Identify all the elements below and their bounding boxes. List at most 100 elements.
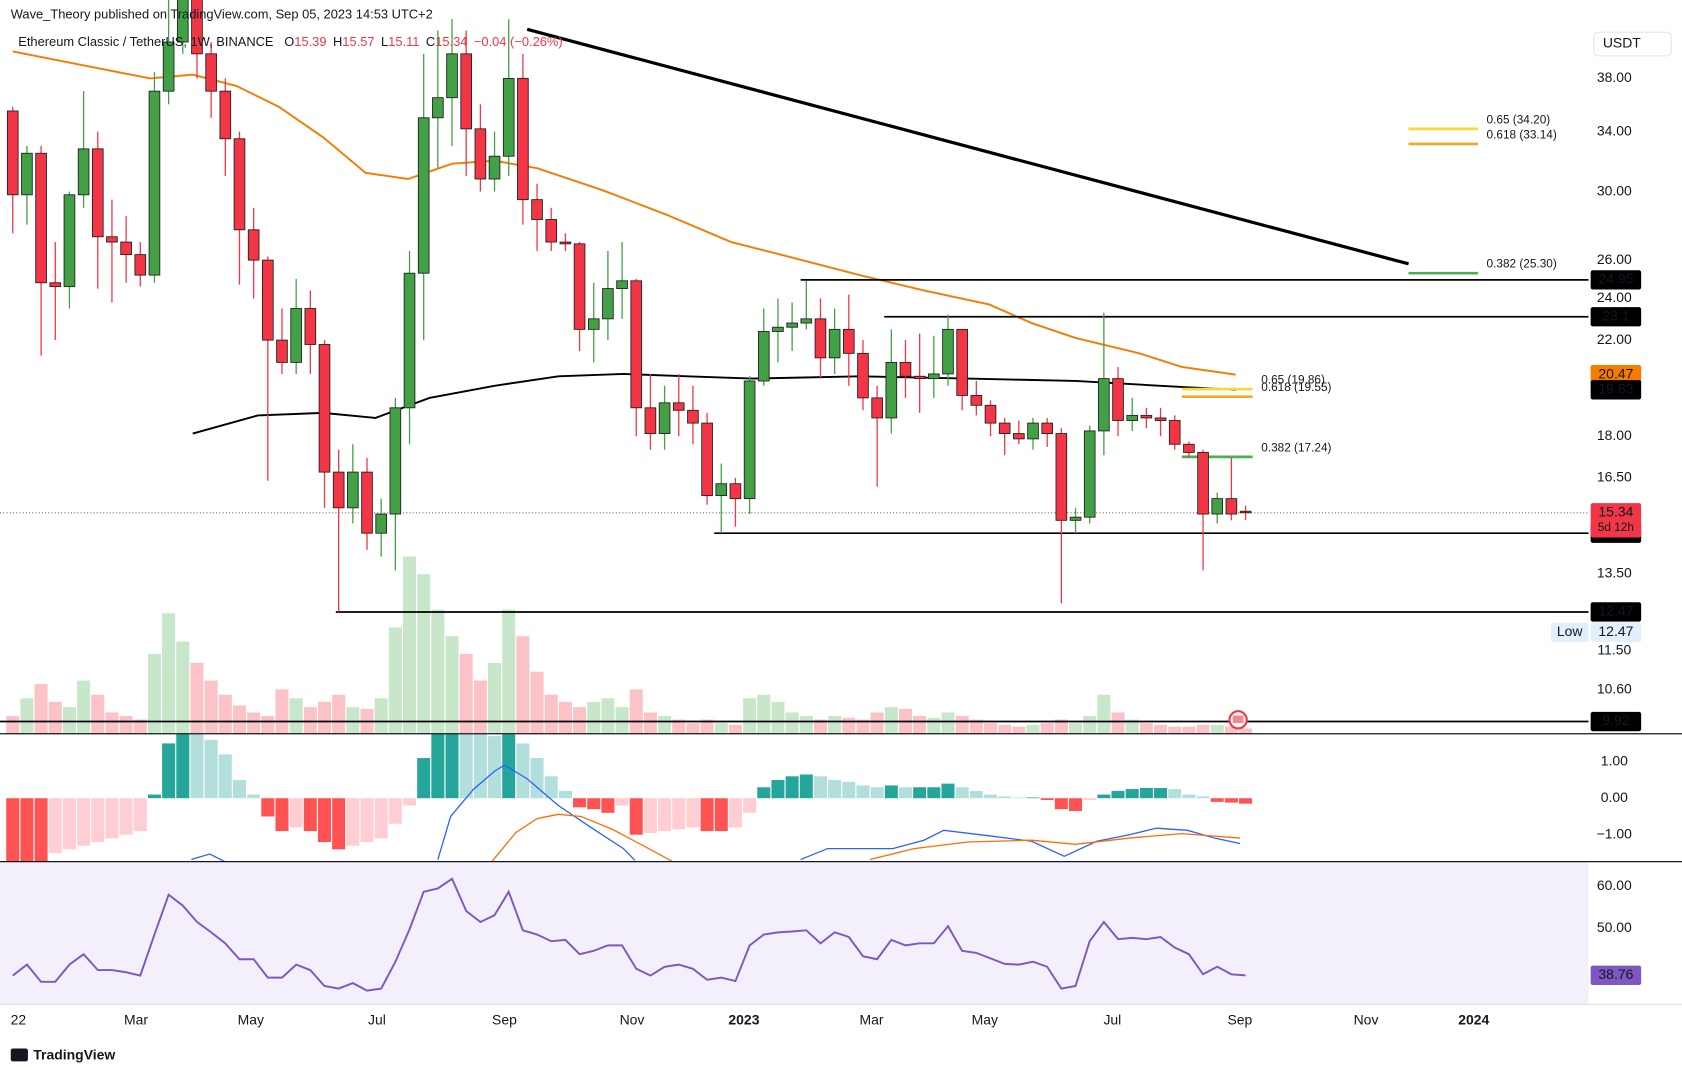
macd-pane — [6, 733, 1253, 862]
volume-bar — [771, 701, 785, 734]
x-tick-label: May — [238, 1011, 264, 1027]
volume-bar — [700, 719, 714, 734]
macd-bar — [1154, 787, 1168, 799]
x-tick-label: Nov — [620, 1011, 645, 1027]
level-label: 23.1 — [1602, 307, 1629, 323]
candle-body — [928, 373, 940, 380]
level-label: 9.92 — [1602, 712, 1629, 728]
volume-bar — [1139, 723, 1153, 734]
macd-bar — [1210, 798, 1224, 802]
candle-body — [191, 0, 203, 55]
candle-body — [1013, 433, 1025, 440]
legend-value: 15.57 — [342, 34, 374, 49]
candle-body — [205, 53, 217, 92]
volume-bar — [218, 694, 232, 734]
y-tick-label: 60.00 — [1597, 877, 1632, 893]
macd-bar — [998, 796, 1012, 799]
candle-body — [361, 471, 373, 534]
macd-bar — [913, 787, 927, 799]
macd-bar — [1069, 798, 1083, 811]
volume-bar — [34, 684, 48, 734]
candle-body — [843, 328, 855, 354]
macd-bar — [1097, 794, 1111, 799]
moving-average — [12, 50, 1236, 376]
y-tick-label: 22.00 — [1597, 331, 1632, 347]
ma-label-box — [1590, 380, 1642, 400]
x-tick-label: 22 — [11, 1011, 27, 1027]
candle-body — [375, 513, 387, 534]
volume-bar — [502, 609, 516, 734]
candle-body — [814, 318, 827, 359]
candle-body — [403, 272, 416, 409]
candle-body — [1183, 443, 1195, 453]
x-tick-label: 2023 — [728, 1011, 759, 1027]
macd-bar — [502, 734, 516, 799]
candle-body — [1239, 510, 1252, 514]
volume-bar — [1097, 694, 1111, 734]
macd-bar — [332, 798, 346, 850]
volume-bar — [969, 719, 983, 734]
currency[interactable]: USDT — [1603, 35, 1641, 51]
macd-bar — [714, 798, 728, 832]
ma-label: 19.83 — [1598, 381, 1633, 397]
last-price-label: 15.34 — [1598, 503, 1633, 519]
macd-bar — [317, 798, 332, 843]
macd-bar — [658, 798, 672, 832]
volume-bar — [459, 653, 473, 734]
volume-bar — [686, 723, 700, 734]
volume-bar — [658, 716, 672, 734]
volume-bar — [927, 717, 941, 734]
volume-bar — [1012, 726, 1026, 734]
footer-logo: TradingView — [10, 1047, 115, 1063]
candle-body — [233, 138, 246, 231]
candle-body — [1069, 516, 1082, 521]
x-tick-label: Nov — [1354, 1011, 1379, 1027]
candle-body — [517, 77, 529, 201]
volume-bar — [1168, 726, 1182, 734]
macd-bar — [1040, 798, 1054, 801]
legend-value: 15.39 — [294, 34, 326, 49]
volume-bar — [374, 698, 388, 734]
candle-body — [687, 409, 699, 424]
fib-label: 0.65 (19.86) — [1261, 373, 1325, 387]
candle-body — [602, 288, 614, 320]
currency-box[interactable] — [1593, 31, 1672, 57]
volume-bar — [133, 719, 147, 734]
low-tag: Low — [1557, 623, 1584, 639]
logo-icon — [10, 1048, 28, 1062]
candle-body — [148, 90, 161, 276]
volume-bar — [403, 556, 417, 734]
macd-bar — [346, 798, 360, 846]
macd-bar — [247, 794, 261, 799]
candle-body — [106, 236, 118, 243]
macd-bar — [743, 798, 757, 813]
candle-body — [984, 404, 997, 424]
volume-bar — [544, 694, 558, 734]
low-value-box — [1590, 622, 1642, 643]
macd-bar — [629, 798, 643, 835]
volume-bar — [20, 698, 34, 734]
candle-body — [318, 344, 331, 473]
macd-bar — [488, 736, 502, 799]
x-tick-label: Sep — [1227, 1011, 1252, 1027]
macd-bar — [105, 798, 119, 839]
candle-body — [134, 254, 147, 276]
macd-bar — [955, 787, 969, 799]
volume-bar — [828, 716, 842, 734]
candle-body — [757, 331, 770, 382]
candle-body — [545, 219, 558, 243]
volume-bar — [204, 680, 218, 734]
candle-body — [786, 322, 798, 328]
candle-body — [828, 328, 841, 359]
candle-body — [1112, 378, 1124, 421]
candle-body — [715, 483, 728, 497]
candle-body — [743, 380, 756, 500]
x-tick-label: Sep — [492, 1011, 517, 1027]
candle-body — [276, 339, 288, 363]
volume-bar — [757, 694, 771, 734]
candle-body — [701, 422, 713, 497]
macd-bar — [615, 798, 629, 806]
macd-bar — [403, 798, 417, 806]
macd-bar — [757, 787, 771, 799]
